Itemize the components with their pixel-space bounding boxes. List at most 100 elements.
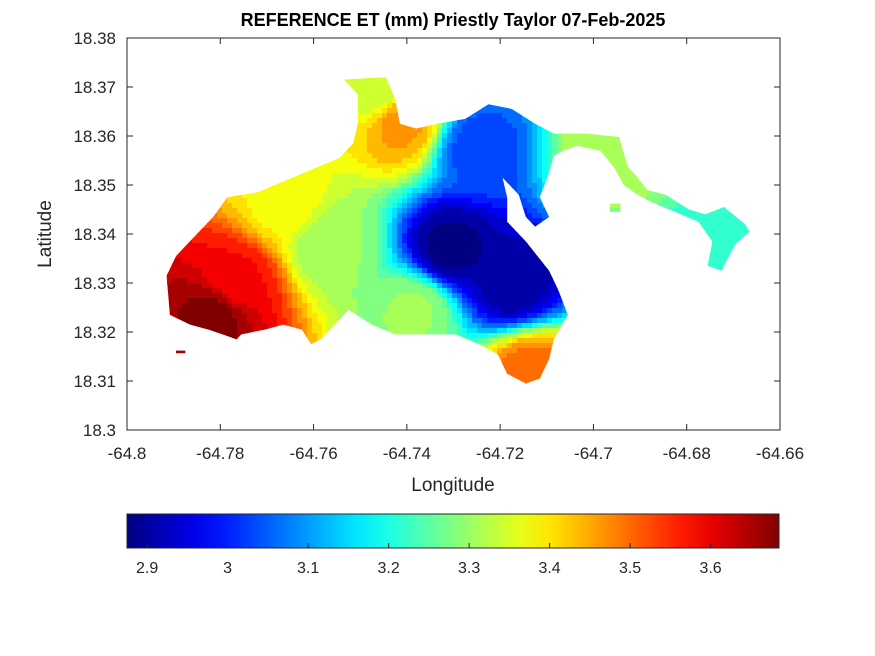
et-cell bbox=[247, 258, 253, 264]
et-cell bbox=[437, 128, 443, 134]
et-cell bbox=[292, 248, 298, 254]
et-cell bbox=[307, 253, 313, 259]
et-cell bbox=[292, 273, 298, 279]
et-cell bbox=[437, 123, 443, 129]
et-cell bbox=[432, 288, 438, 294]
et-cell bbox=[312, 308, 318, 314]
et-cell bbox=[247, 213, 253, 219]
et-cell bbox=[387, 263, 393, 269]
et-cell bbox=[327, 243, 333, 249]
et-cell bbox=[267, 263, 273, 269]
et-cell bbox=[172, 258, 178, 264]
et-cell bbox=[357, 128, 363, 134]
et-cell bbox=[407, 283, 413, 289]
et-cell bbox=[207, 268, 213, 274]
et-cell bbox=[437, 288, 443, 294]
et-cell bbox=[437, 283, 443, 289]
et-cell bbox=[382, 88, 388, 94]
et-cell bbox=[382, 278, 388, 284]
et-cell bbox=[437, 158, 443, 164]
et-cell bbox=[437, 318, 443, 324]
et-cell bbox=[422, 243, 428, 249]
et-cell bbox=[262, 203, 268, 209]
et-cell bbox=[367, 128, 373, 134]
et-cell bbox=[262, 213, 268, 219]
et-cell bbox=[372, 108, 378, 114]
et-cell bbox=[227, 248, 233, 254]
et-cell bbox=[232, 198, 238, 204]
et-cell bbox=[252, 223, 258, 229]
et-cell bbox=[247, 278, 253, 284]
et-cell bbox=[287, 283, 293, 289]
et-cell bbox=[297, 188, 303, 194]
et-cell bbox=[422, 268, 428, 274]
et-cell bbox=[332, 218, 338, 224]
et-cell bbox=[242, 313, 248, 319]
et-cell bbox=[262, 288, 268, 294]
et-cell bbox=[322, 253, 328, 259]
et-cell bbox=[377, 77, 383, 79]
et-cell bbox=[297, 218, 303, 224]
et-cell bbox=[222, 223, 228, 229]
et-cell bbox=[352, 183, 358, 189]
et-cell bbox=[242, 278, 248, 284]
et-cell bbox=[372, 183, 378, 189]
et-cell bbox=[402, 188, 408, 194]
et-cell bbox=[277, 243, 283, 249]
et-cell bbox=[427, 328, 433, 334]
et-cell bbox=[377, 213, 383, 219]
et-cell bbox=[352, 298, 358, 304]
et-cell bbox=[312, 333, 318, 339]
et-cell bbox=[187, 263, 193, 269]
et-cell bbox=[432, 193, 438, 199]
et-cell bbox=[292, 213, 298, 219]
et-cell bbox=[342, 248, 348, 254]
et-cell bbox=[262, 188, 268, 194]
et-cell bbox=[242, 298, 248, 304]
et-cell bbox=[407, 243, 413, 249]
et-cell bbox=[412, 323, 418, 329]
et-cell bbox=[397, 213, 403, 219]
et-cell bbox=[417, 178, 423, 184]
et-cell bbox=[427, 268, 433, 274]
et-cell bbox=[377, 83, 383, 89]
et-cell bbox=[322, 288, 328, 294]
et-cell bbox=[277, 273, 283, 279]
et-cell bbox=[252, 198, 258, 204]
et-cell bbox=[327, 268, 333, 274]
et-cell bbox=[367, 133, 373, 139]
et-cell bbox=[397, 303, 403, 309]
et-cell bbox=[247, 248, 253, 254]
et-cell bbox=[322, 273, 328, 279]
et-cell bbox=[272, 318, 278, 324]
et-cell bbox=[417, 268, 423, 274]
et-cell bbox=[357, 143, 363, 149]
et-cell bbox=[202, 253, 208, 259]
et-cell bbox=[367, 178, 373, 184]
et-cell bbox=[372, 283, 378, 289]
et-cell bbox=[187, 303, 193, 309]
et-cell bbox=[417, 163, 423, 169]
et-cell bbox=[317, 183, 323, 189]
et-cell bbox=[247, 313, 253, 319]
et-cell bbox=[222, 253, 228, 259]
et-cell bbox=[387, 183, 393, 189]
et-cell bbox=[427, 203, 433, 209]
et-cell bbox=[357, 193, 363, 199]
et-cell bbox=[267, 243, 273, 249]
et-cell bbox=[207, 258, 213, 264]
et-cell bbox=[437, 308, 443, 314]
et-cell bbox=[232, 258, 238, 264]
et-cell bbox=[412, 243, 418, 249]
et-cell bbox=[272, 263, 278, 269]
et-cell bbox=[337, 258, 343, 264]
et-cell bbox=[412, 298, 418, 304]
et-cell bbox=[397, 283, 403, 289]
et-cell bbox=[382, 108, 388, 114]
et-cell bbox=[187, 253, 193, 259]
et-cell bbox=[437, 218, 443, 224]
et-cell bbox=[187, 288, 193, 294]
et-cell bbox=[392, 98, 398, 104]
et-cell bbox=[282, 258, 288, 264]
et-cell bbox=[412, 263, 418, 269]
